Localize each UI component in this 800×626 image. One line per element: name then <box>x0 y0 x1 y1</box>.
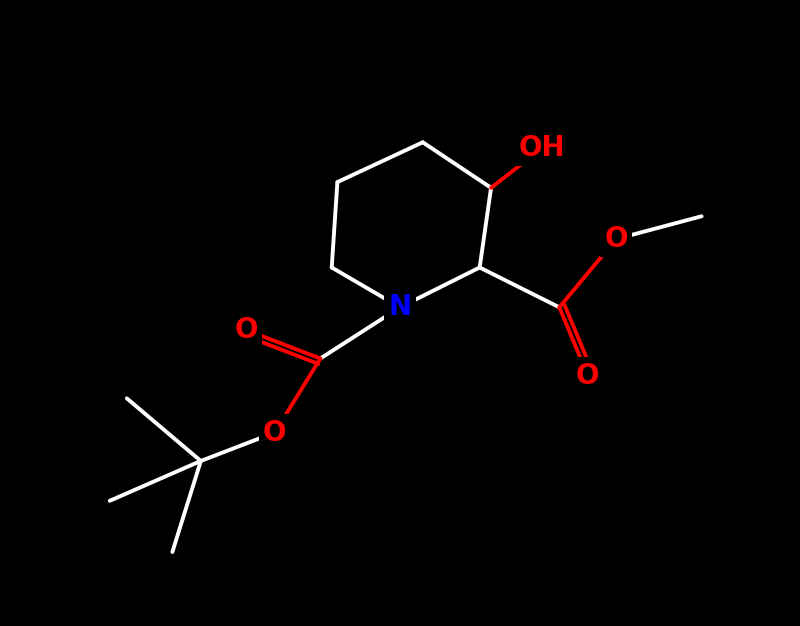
Text: O: O <box>605 225 628 253</box>
Text: O: O <box>576 362 599 389</box>
Text: N: N <box>389 294 411 321</box>
Text: OH: OH <box>519 134 566 162</box>
Text: O: O <box>263 419 286 446</box>
Text: O: O <box>234 316 258 344</box>
